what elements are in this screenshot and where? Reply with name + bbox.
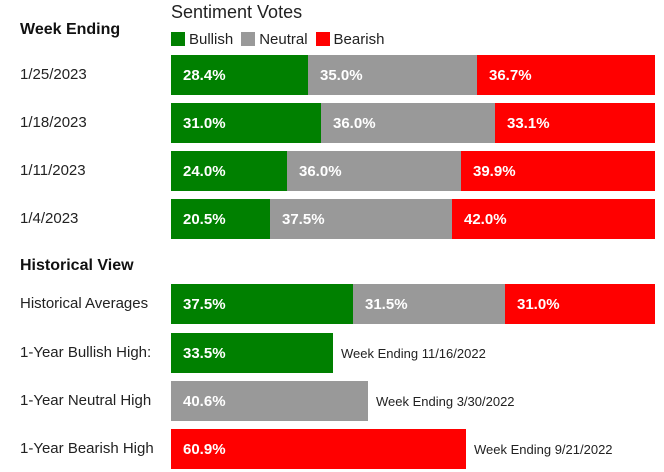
- high-week-note: Week Ending 3/30/2022: [376, 394, 515, 409]
- bar-bearish: 36.7%: [477, 55, 655, 95]
- bar-high-bearish: 60.9%: [171, 429, 466, 469]
- bar-neutral: 37.5%: [270, 199, 452, 239]
- legend-item-neutral: Neutral: [241, 30, 308, 48]
- bar-bullish: 24.0%: [171, 151, 287, 191]
- high-label: 1-Year Neutral High: [20, 392, 152, 409]
- bar-average-bullish: 37.5%: [171, 284, 353, 324]
- week-label: 1/11/2023: [20, 162, 86, 179]
- bar-bullish: 20.5%: [171, 199, 270, 239]
- bar-average-bearish: 31.0%: [505, 284, 655, 324]
- week-label: 1/18/2023: [20, 114, 87, 131]
- week-ending-header: Week Ending: [20, 21, 121, 38]
- bar-high-bullish: 33.5%: [171, 333, 333, 373]
- high-label: 1-Year Bearish High: [20, 440, 154, 457]
- week-label: 1/4/2023: [20, 210, 79, 227]
- bar-bearish: 33.1%: [495, 103, 655, 143]
- bar-neutral: 36.0%: [287, 151, 461, 191]
- high-week-note: Week Ending 11/16/2022: [341, 346, 486, 361]
- bar-average-neutral: 31.5%: [353, 284, 505, 324]
- legend-swatch-bullish: [171, 32, 185, 46]
- high-label: 1-Year Bullish High:: [20, 344, 152, 361]
- legend-label-bearish: Bearish: [333, 30, 385, 48]
- legend-label-neutral: Neutral: [259, 30, 308, 48]
- legend-item-bullish: Bullish: [171, 31, 233, 48]
- high-week-note: Week Ending 9/21/2022: [474, 442, 613, 457]
- bar-bullish: 28.4%: [171, 55, 308, 95]
- bar-bearish: 39.9%: [461, 151, 655, 191]
- bar-neutral: 36.0%: [321, 103, 495, 143]
- bar-neutral: 35.0%: [308, 55, 477, 95]
- bar-bearish: 42.0%: [452, 199, 655, 239]
- legend-swatch-neutral: [241, 32, 256, 46]
- historical-view-header: Historical View: [20, 257, 134, 274]
- legend-item-bearish: Bearish: [315, 30, 385, 48]
- legend-swatch-bearish: [315, 32, 330, 46]
- historical-averages-label: Historical Averages: [20, 295, 149, 312]
- legend: Bullish Neutral Bearish: [171, 30, 392, 48]
- chart-title: Sentiment Votes: [171, 2, 303, 22]
- week-label: 1/25/2023: [20, 66, 87, 83]
- bar-bullish: 31.0%: [171, 103, 321, 143]
- bar-high-neutral: 40.6%: [171, 381, 368, 421]
- legend-label-bullish: Bullish: [189, 30, 234, 48]
